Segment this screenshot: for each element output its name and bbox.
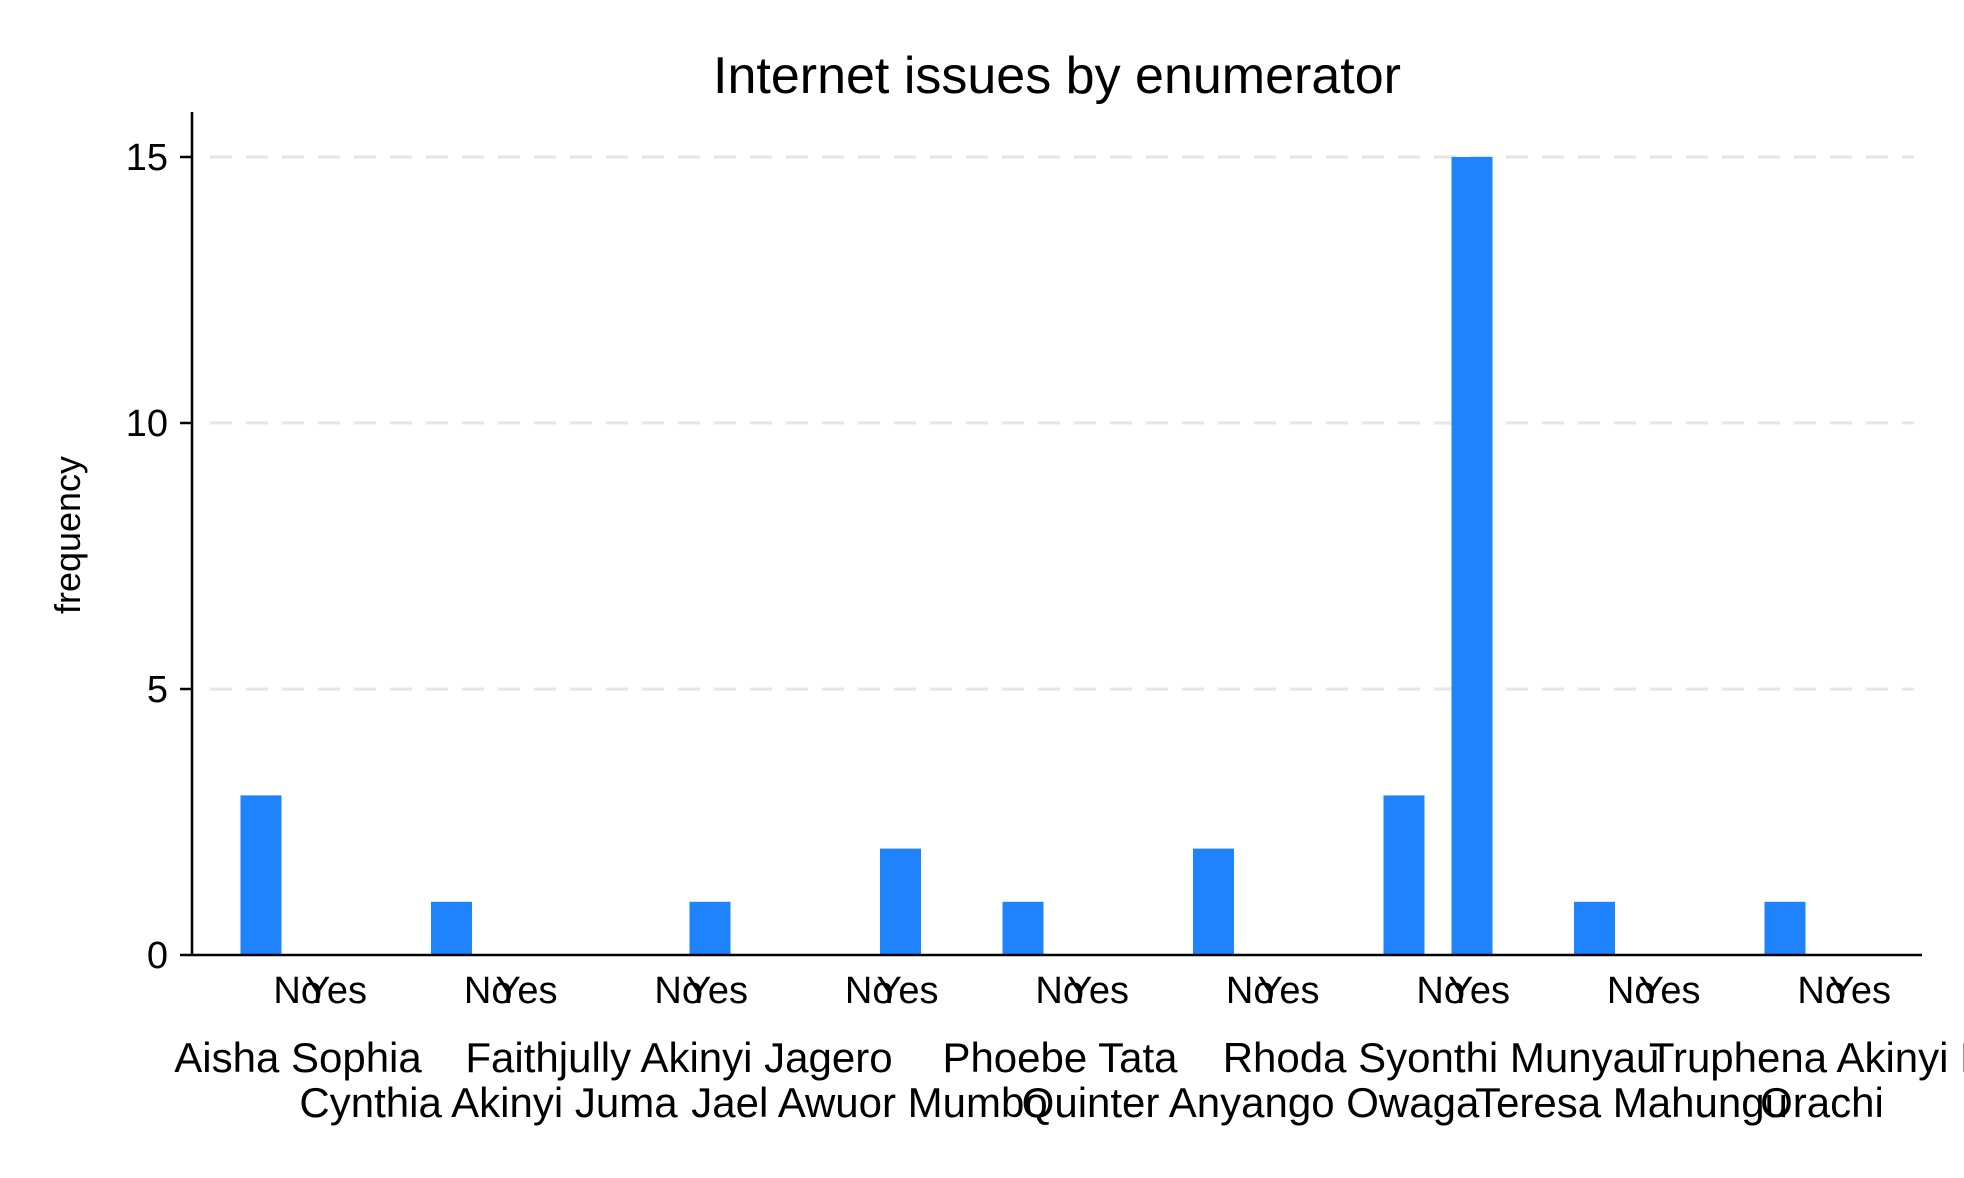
x-tick-label-6-yes: Yes (1258, 970, 1320, 1012)
x-tick-label-4-yes: Yes (877, 970, 939, 1012)
x-tick-label-2-yes: Yes (496, 970, 558, 1012)
enumerator-label-bottom-2: Jael Awuor Mumbo (691, 1079, 1047, 1126)
x-tick-label-2-no: No (464, 970, 513, 1012)
x-tick-label-1-no: No (273, 970, 322, 1012)
enumerator-label-top-3: Phoebe Tata (942, 1034, 1178, 1081)
gridlines (210, 155, 1914, 691)
x-tick-label-5-yes: Yes (1067, 970, 1129, 1012)
enumerator-label-top-5: Truphena Akinyi M (1649, 1034, 1964, 1081)
bar-7-yes (1451, 157, 1493, 955)
x-tick-label-1-yes: Yes (305, 970, 367, 1012)
y-tick-label-10: 10 (126, 403, 168, 445)
y-tick-label-0: 0 (147, 935, 168, 977)
enumerator-label-bottom-4: Teresa Mahungu (1475, 1079, 1788, 1126)
x-tick-label-3-yes: Yes (686, 970, 748, 1012)
axes (180, 112, 1922, 957)
enumerator-label-top-2: Faithjully Akinyi Jagero (465, 1034, 892, 1081)
bar-3-yes (689, 901, 731, 955)
bar-5-no (1002, 901, 1044, 955)
x-tick-label-5-no: No (1035, 970, 1084, 1012)
y-tick-labels: 0 5 10 15 (126, 137, 168, 977)
enumerator-label-bottom-1: Cynthia Akinyi Juma (299, 1079, 678, 1126)
enumerator-label-bottom-3: Quinter Anyango Owaga (1022, 1079, 1480, 1126)
y-tick-label-15: 15 (126, 137, 168, 179)
bar-8-no (1574, 901, 1615, 955)
x-tick-label-4-no: No (845, 970, 894, 1012)
x-tick-label-3-no: No (654, 970, 703, 1012)
bar-6-no (1193, 848, 1234, 955)
bar-9-no (1764, 901, 1806, 955)
y-axis-label: frequency (47, 456, 88, 614)
y-tick-label-5: 5 (147, 669, 168, 711)
x-tick-label-9-no: No (1797, 970, 1846, 1012)
bar-7-no (1383, 795, 1425, 955)
x-tick-label-7-no: No (1416, 970, 1465, 1012)
bar-4-yes (880, 848, 921, 955)
bar-1-no (240, 795, 282, 955)
x-tick-label-8-no: No (1607, 970, 1656, 1012)
enumerator-label-bottom-5: Orachi (1760, 1079, 1884, 1126)
bars (240, 157, 1806, 955)
chart-title: Internet issues by enumerator (713, 47, 1401, 105)
enumerator-label-top-1: Aisha Sophia (174, 1034, 422, 1081)
enumerator-label-top-4: Rhoda Syonthi Munyau (1223, 1034, 1660, 1081)
bar-2-no (431, 901, 472, 955)
x-tick-label-6-no: No (1226, 970, 1275, 1012)
x-tick-label-7-yes: Yes (1448, 970, 1510, 1012)
enumerator-labels: Aisha Sophia Faithjully Akinyi Jagero Phoe… (174, 1034, 1964, 1126)
x-tick-label-8-yes: Yes (1639, 970, 1701, 1012)
x-tick-label-9-yes: Yes (1829, 970, 1891, 1012)
